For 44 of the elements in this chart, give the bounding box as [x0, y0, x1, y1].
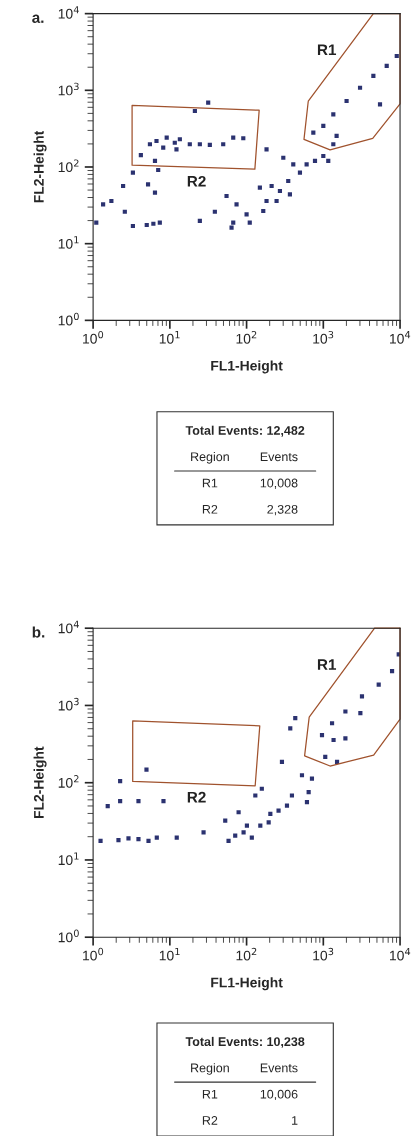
y-tick-label: 10$^{3}$	[58, 82, 79, 96]
y-tick-label: 10$^{1}$	[58, 236, 79, 249]
x-tick-label: 10$^{2}$	[236, 947, 257, 961]
x-tick-label: 10$^{3}$	[313, 947, 334, 961]
text: 1	[292, 1116, 298, 1125]
chart-title: a.	[32, 14, 44, 23]
y-tick-label: 10$^{0}$	[58, 312, 79, 326]
x-tick-label: 10$^{0}$	[83, 947, 104, 961]
text: Events	[260, 1063, 298, 1073]
text: Region	[191, 1063, 229, 1075]
text: R2	[202, 504, 218, 514]
y-tick-label: 10$^{2}$	[58, 159, 79, 173]
y-tick-label: 10$^{0}$	[58, 929, 79, 943]
text: 2,328	[267, 504, 298, 516]
text: Total Events: 12,482	[185, 425, 305, 437]
y-tick-label: 10$^{1}$	[58, 852, 79, 866]
y-tick-label: 10$^{4}$	[58, 620, 79, 634]
text: R1	[202, 1089, 218, 1099]
y-tick-label: 10$^{3}$	[58, 697, 79, 711]
x-tick-label: 10$^{4}$	[390, 947, 411, 961]
x-tick-label: 10$^{0}$	[83, 330, 104, 344]
y-tick-label: 10$^{4}$	[58, 6, 79, 19]
text: 10,008	[260, 478, 298, 489]
annotation: R1	[317, 44, 337, 55]
x-axis-title: FL1-Height	[211, 360, 283, 374]
text: Region	[191, 451, 229, 464]
x-tick-label: 10$^{4}$	[390, 331, 411, 344]
x-tick-label: 10$^{1}$	[159, 331, 180, 344]
annotation: R2	[187, 791, 206, 803]
x-tick-label: 10$^{3}$	[313, 330, 334, 344]
text: Total Events: 10,238	[185, 1036, 305, 1048]
y-axis-title: FL2-Height	[33, 746, 47, 819]
y-tick-label: 10$^{2}$	[58, 775, 79, 788]
y-axis-title: FL2-Height	[33, 130, 47, 203]
text: 10,006	[260, 1089, 298, 1101]
x-axis-title: FL1-Height	[211, 977, 283, 991]
chart-title: b.	[32, 626, 45, 638]
x-tick-label: 10$^{2}$	[236, 330, 257, 344]
x-tick-label: 10$^{1}$	[159, 947, 180, 961]
text: R2	[202, 1116, 218, 1125]
annotation: R2	[187, 175, 206, 187]
annotation: R1	[317, 659, 337, 670]
text: Events	[260, 452, 298, 462]
text: R1	[202, 478, 218, 488]
